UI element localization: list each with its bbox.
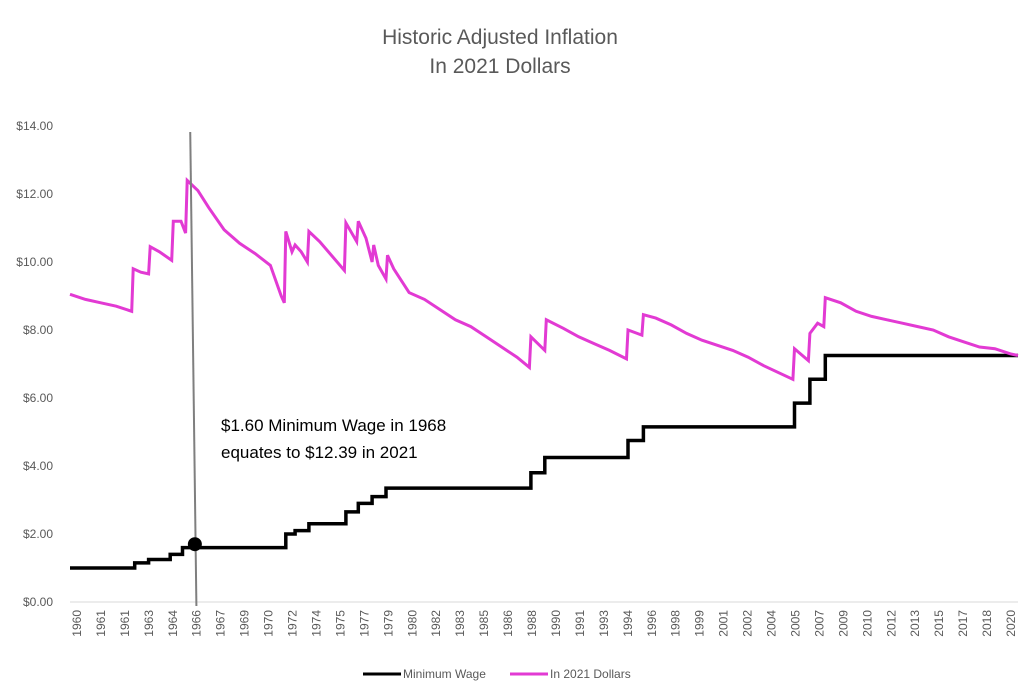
x-tick-label: 1961	[118, 610, 132, 637]
x-tick-label: 2004	[765, 610, 779, 637]
y-tick-label: $0.00	[23, 595, 53, 609]
x-tick-label: 2020	[1004, 610, 1018, 637]
x-tick-label: 1975	[333, 610, 347, 637]
x-tick-label: 1967	[214, 610, 228, 637]
x-tick-label: 2002	[741, 610, 755, 637]
x-tick-label: 1994	[621, 610, 635, 637]
y-tick-label: $2.00	[23, 527, 53, 541]
legend-label: In 2021 Dollars	[550, 667, 631, 681]
x-tick-label: 1960	[70, 610, 84, 637]
annotation-vertical-line	[189, 131, 198, 607]
x-tick-label: 1974	[309, 610, 323, 637]
annotation: $1.60 Minimum Wage in 1968 equates to $1…	[187, 131, 446, 607]
y-tick-label: $12.00	[16, 187, 53, 201]
chart-title: Historic Adjusted Inflation In 2021 Doll…	[382, 26, 618, 78]
x-tick-label: 2010	[860, 610, 874, 637]
x-tick-label: 2012	[884, 610, 898, 637]
x-tick-label: 2017	[956, 610, 970, 637]
x-tick-label: 1986	[501, 610, 515, 637]
y-tick-label: $10.00	[16, 255, 53, 269]
y-axis: $0.00 $2.00 $4.00 $6.00 $8.00 $10.00 $12.00 $14…	[16, 119, 53, 609]
x-tick-label: 1990	[549, 610, 563, 637]
x-tick-label: 1983	[453, 610, 467, 637]
annotation-line-2: equates to $12.39 in 2021	[221, 443, 418, 462]
x-tick-label: 1970	[262, 610, 276, 637]
x-tick-label: 2013	[908, 610, 922, 637]
x-tick-label: 1977	[357, 610, 371, 637]
chart-title-line-1: Historic Adjusted Inflation	[382, 26, 618, 49]
x-tick-label: 1980	[405, 610, 419, 637]
series-line-minimum-wage	[70, 353, 1018, 570]
x-tick-label: 1961	[94, 610, 108, 637]
x-tick-label: 1966	[190, 610, 204, 637]
x-tick-label: 1982	[429, 610, 443, 637]
series-line-in-2021-dollars	[69, 176, 1019, 382]
x-axis: 1960 1961 1961 1963 1964 1966 1967 1969 1970 1972…	[70, 601, 1018, 637]
chart-title-line-2: In 2021 Dollars	[429, 55, 570, 78]
legend-label: Minimum Wage	[403, 667, 486, 681]
x-tick-label: 2009	[836, 610, 850, 637]
y-tick-label: $6.00	[23, 391, 53, 405]
x-tick-label: 2001	[717, 610, 731, 637]
x-tick-label: 2005	[788, 610, 802, 637]
x-tick-label: 1969	[238, 610, 252, 637]
x-tick-label: 1996	[645, 610, 659, 637]
x-tick-label: 1979	[381, 610, 395, 637]
plot-area	[69, 176, 1019, 570]
annotation-marker	[187, 537, 202, 552]
x-tick-label: 1993	[597, 610, 611, 637]
x-tick-label: 1999	[693, 610, 707, 637]
x-tick-label: 1998	[669, 610, 683, 637]
x-tick-label: 1988	[525, 610, 539, 637]
annotation-line-1: $1.60 Minimum Wage in 1968	[221, 416, 446, 435]
x-tick-label: 2015	[932, 610, 946, 637]
x-tick-label: 1964	[166, 610, 180, 637]
y-tick-label: $8.00	[23, 323, 53, 337]
legend: Minimum Wage In 2021 Dollars	[363, 667, 631, 681]
x-tick-label: 2018	[980, 610, 994, 637]
y-tick-label: $14.00	[16, 119, 53, 133]
x-tick-label: 1985	[477, 610, 491, 637]
x-tick-label: 1963	[142, 610, 156, 637]
x-tick-label: 1972	[286, 610, 300, 637]
x-tick-label: 2007	[812, 610, 826, 637]
x-tick-label: 1991	[573, 610, 587, 637]
y-tick-label: $4.00	[23, 459, 53, 473]
